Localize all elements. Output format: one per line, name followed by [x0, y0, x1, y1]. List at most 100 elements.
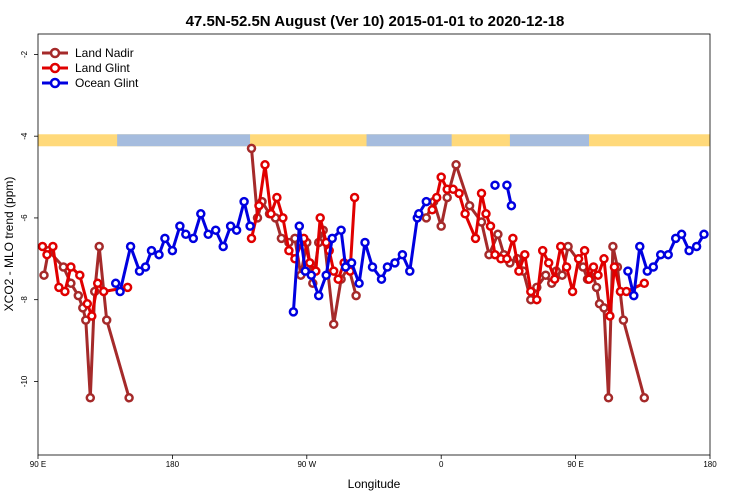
land-nadir-point	[328, 319, 339, 329]
land-nadir-point	[608, 241, 618, 252]
y-tick-label: -2	[20, 50, 29, 58]
ocean-glint-point	[203, 229, 213, 240]
ocean-glint-point	[367, 262, 378, 272]
y-tick-label: -6	[20, 214, 29, 222]
land-nadir-point	[94, 241, 104, 252]
land-glint-point	[266, 209, 276, 219]
ocean-glint-point	[327, 233, 337, 244]
land-glint-point	[82, 299, 93, 309]
x-tick-label: 90 E	[30, 460, 46, 469]
land-nadir-point	[540, 270, 551, 280]
land-glint-point	[454, 188, 464, 199]
land-nadir-point	[442, 192, 452, 203]
ocean-glint-point	[294, 221, 305, 231]
ocean-bar-segment	[117, 134, 251, 147]
ocean-glint-point	[655, 249, 666, 260]
land-glint-point	[246, 233, 257, 244]
y-tick-label: -10	[20, 375, 29, 387]
ocean-glint-point	[670, 233, 681, 244]
ocean-glint-point	[218, 241, 228, 252]
ocean-glint-point	[154, 249, 164, 260]
land-glint-point	[573, 254, 584, 264]
ocean-glint-point	[684, 245, 694, 256]
ocean-glint-point	[623, 266, 633, 276]
land-glint-point	[543, 258, 554, 268]
land-glint-point	[520, 249, 530, 260]
land-glint-point	[639, 278, 650, 289]
ocean-glint-point	[699, 229, 709, 240]
land-glint-point	[526, 286, 536, 297]
ocean-glint-point	[134, 266, 145, 276]
land-glint-point	[476, 188, 487, 199]
land-glint-point	[532, 294, 542, 305]
ocean-glint-point	[414, 209, 424, 219]
land-glint-point	[579, 245, 590, 256]
ocean-glint-point	[405, 266, 415, 276]
land-glint-point	[481, 209, 491, 219]
ocean-glint-point	[376, 274, 387, 284]
ocean-glint-point	[346, 258, 357, 268]
land-glint-point	[436, 172, 446, 182]
plot-frame	[37, 33, 711, 456]
ocean-glint-point	[306, 270, 317, 280]
land-glint-point	[321, 237, 331, 248]
ocean-glint-point	[210, 225, 221, 235]
land-glint-point	[328, 266, 339, 276]
ocean-glint-point	[506, 200, 517, 211]
land-glint-point	[122, 282, 133, 293]
land-glint-point	[75, 270, 85, 280]
land-glint-point	[98, 286, 109, 297]
series-layer	[37, 143, 709, 403]
land-glint-point	[537, 245, 548, 256]
chart-title: 47.5N-52.5N August (Ver 10) 2015-01-01 t…	[186, 13, 565, 30]
ocean-glint-point	[160, 233, 170, 244]
ocean-glint-point	[110, 278, 121, 289]
land-glint-point	[514, 266, 524, 276]
land-glint-point	[37, 241, 48, 252]
x-tick-label: 180	[703, 460, 717, 469]
ocean-glint-point	[502, 180, 512, 190]
ocean-glint-point	[225, 221, 236, 231]
ocean-glint-line	[114, 200, 252, 293]
ocean-glint-point	[390, 258, 400, 268]
land-glint-point	[460, 209, 470, 219]
tick-layer: 90 E 180 90 W 0 90 E 180 -2 -4 -6 -8 -10	[20, 50, 717, 469]
land-nadir-point	[493, 229, 503, 240]
ocean-glint-point	[115, 286, 125, 297]
x-tick-label: 0	[439, 460, 444, 469]
land-nadir-point	[436, 221, 446, 231]
land-glint-point	[305, 258, 315, 268]
land-nadir-point	[246, 143, 257, 154]
land-glint-point	[448, 184, 458, 195]
land-glint-point	[87, 311, 97, 321]
land-glint-point	[92, 278, 103, 289]
ocean-glint-point	[125, 241, 136, 252]
ocean-glint-point	[196, 209, 206, 219]
land-glint-point	[349, 192, 360, 203]
land-nadir-point	[603, 393, 614, 403]
land-glint-point	[54, 282, 64, 293]
land-glint-point	[567, 286, 578, 297]
ocean-glint-point	[188, 233, 199, 244]
ocean-glint-point	[181, 229, 191, 240]
ocean-glint-point	[167, 245, 178, 256]
land-glint-point	[470, 233, 481, 244]
land-nadir-point	[563, 241, 573, 252]
land-nadir-point	[276, 233, 287, 244]
land-nadir-point	[618, 315, 629, 325]
land-glint-point	[485, 221, 496, 231]
land-glint-point	[60, 286, 70, 297]
ocean-glint-point	[313, 290, 324, 301]
land-glint-point	[48, 241, 58, 252]
land-ocean-bar	[38, 134, 710, 147]
land-nadir-point	[557, 270, 567, 280]
ocean-glint-point	[239, 196, 249, 207]
land-nadir-point	[73, 290, 84, 301]
ocean-glint-point	[231, 225, 242, 235]
land-nadir-point	[39, 270, 49, 280]
land-nadir-point	[464, 200, 475, 211]
ocean-glint-point	[635, 241, 645, 252]
legend-marker-land-nadir	[49, 47, 61, 59]
ocean-bar-segment	[509, 134, 590, 147]
